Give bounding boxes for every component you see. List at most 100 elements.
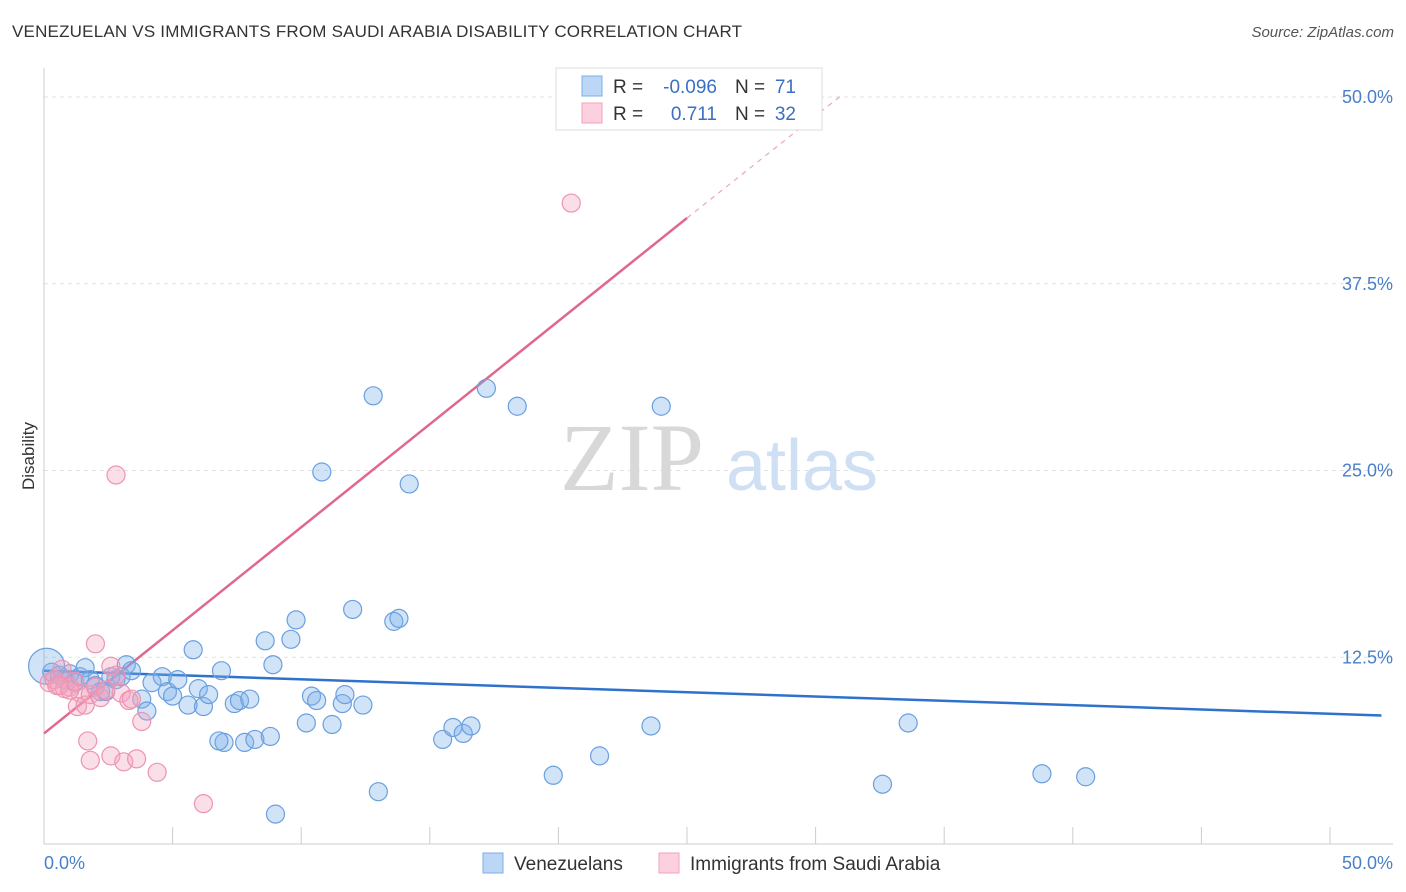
venezuelans-point-60 [476, 378, 496, 398]
venezuelans-point-14 [116, 655, 136, 675]
venezuelans-point-44 [307, 690, 327, 711]
venezuelans-point-64 [641, 716, 661, 736]
venezuelans-point-55 [399, 474, 419, 494]
venezuelans-point-69 [1076, 767, 1096, 787]
venezuelans-point-53 [384, 611, 404, 631]
saudi-point-9 [75, 695, 95, 715]
legend-r-value-2: 0.711 [671, 104, 717, 125]
trend-lines [43, 95, 1382, 735]
venezuelans-point-68 [1032, 764, 1052, 784]
saudi-point-24 [126, 749, 147, 769]
venezuelans-point-52 [368, 782, 388, 802]
legend-n-value-1: 71 [775, 77, 796, 98]
bottom-legend: Venezuelans Immigrants from Saudi Arabia [482, 852, 941, 875]
saudi-trend-line [43, 217, 688, 735]
venezuelans-point-42 [296, 713, 316, 733]
venezuelans-point-28 [211, 661, 232, 681]
venezuelans-point-17 [137, 701, 157, 721]
saudi-point-17 [106, 665, 126, 685]
venezuelans-point-48 [335, 684, 355, 705]
venezuelans-point-22 [168, 670, 188, 690]
saudi-point-23 [121, 689, 142, 709]
legend-r-value-1: -0.096 [663, 77, 717, 98]
venezuelans-point-62 [543, 765, 563, 785]
venezuelans-point-66 [872, 774, 893, 794]
saudi-point-31 [49, 676, 70, 696]
saudi-point-15 [96, 680, 116, 700]
venezuelans-point-6 [75, 658, 95, 678]
venezuelans-point-18 [142, 673, 162, 693]
gridlines [44, 96, 1393, 658]
venezuelans-point-59 [461, 716, 481, 736]
venezuelans-point-65 [651, 396, 671, 416]
venezuelans-point-33 [240, 689, 260, 709]
bottom-legend-venezuelans: Venezuelans [514, 854, 623, 875]
legend-swatch-blue [581, 75, 603, 97]
saudi-point-6 [65, 671, 85, 691]
saudi-point-11 [78, 731, 98, 751]
saudi-point-28 [561, 193, 581, 213]
venezuelans-point-25 [188, 679, 208, 699]
venezuelans-trend-line [43, 669, 1382, 717]
venezuelans-point-49 [343, 599, 363, 620]
y-tick-label-3: 50.0% [1342, 87, 1393, 107]
watermark-atlas: atlas [726, 426, 878, 506]
y-tick-labels: 12.5% 25.0% 37.5% 50.0% [1342, 87, 1393, 667]
venezuelans-point-51 [363, 386, 383, 406]
chart-source: Source: ZipAtlas.com [1251, 24, 1394, 41]
saudi-point-3 [52, 659, 72, 679]
venezuelans-point-32 [229, 690, 250, 711]
y-axis-label: Disability [19, 421, 38, 490]
y-tick-label-1: 25.0% [1342, 461, 1393, 481]
venezuelans-point-19 [152, 667, 172, 687]
venezuelans-point-39 [265, 804, 286, 824]
axes [43, 68, 1393, 845]
venezuelans-point-58 [453, 723, 473, 744]
legend-r-label-1: R = [613, 77, 643, 98]
saudi-point-8 [67, 696, 88, 717]
bottom-legend-saudi: Immigrants from Saudi Arabia [690, 854, 941, 875]
chart-title: VENEZUELAN VS IMMIGRANTS FROM SAUDI ARAB… [12, 22, 743, 41]
saudi-point-25 [132, 711, 152, 732]
legend-n-value-2: 32 [775, 104, 796, 125]
legend-r-label-2: R = [613, 104, 643, 125]
bottom-legend-swatch-pink [658, 852, 680, 874]
saudi-point-20 [106, 465, 126, 485]
venezuelans-point-37 [260, 726, 280, 747]
saudi-points [39, 193, 581, 814]
venezuelans-point-61 [507, 396, 527, 416]
venezuelans-point-41 [286, 610, 306, 630]
venezuelans-point-46 [322, 714, 342, 735]
venezuelans-point-63 [589, 746, 610, 766]
saudi-point-12 [80, 750, 100, 770]
venezuelans-point-36 [255, 631, 275, 651]
venezuelans-point-31 [224, 693, 244, 714]
x-tick-min: 0.0% [44, 853, 85, 873]
bottom-legend-swatch-blue [482, 852, 504, 874]
y-tick-label-2: 37.5% [1342, 274, 1393, 294]
venezuelans-point-40 [281, 629, 301, 649]
saudi-point-27 [193, 794, 214, 814]
venezuelans-point-26 [193, 696, 214, 717]
venezuelans-point-24 [183, 640, 203, 660]
watermark: ZIP atlas [560, 404, 878, 511]
saudi-point-19 [111, 683, 131, 703]
venezuelans-point-54 [389, 608, 409, 629]
venezuelans-point-45 [312, 462, 332, 482]
watermark-zip: ZIP [560, 404, 704, 511]
venezuelans-point-35 [245, 729, 265, 750]
saudi-point-30 [60, 680, 80, 700]
legend-swatch-pink [581, 102, 603, 124]
saudi-point-16 [101, 656, 121, 676]
y-tick-label-0: 12.5% [1342, 647, 1393, 667]
venezuelans-point-50 [353, 695, 373, 715]
venezuelans-point-38 [263, 655, 283, 675]
legend-n-label-2: N = [735, 104, 765, 125]
venezuelans-point-15 [121, 661, 142, 681]
venezuelans-points [27, 378, 1096, 824]
venezuelans-point-27 [199, 684, 219, 705]
venezuelans-point-30 [209, 731, 229, 751]
x-tick-max: 50.0% [1342, 853, 1393, 873]
venezuelans-point-23 [178, 695, 198, 715]
